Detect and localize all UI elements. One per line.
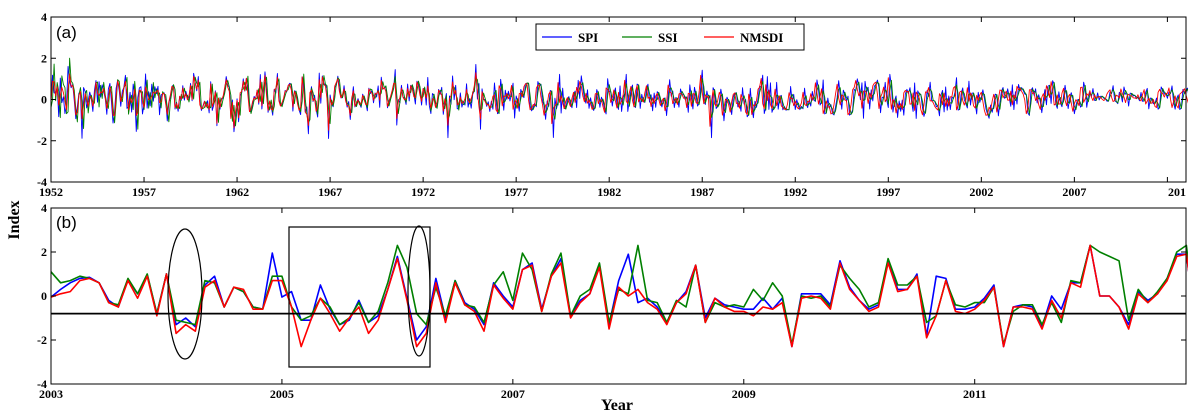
x-tick-label: 1952 (39, 185, 63, 199)
panel-b-series (50, 244, 1188, 348)
y-tick-label: -4 (37, 377, 47, 391)
y-tick-label: 0 (41, 93, 47, 107)
x-tick-label: 1957 (132, 185, 156, 199)
y-tick-label: 4 (41, 201, 47, 215)
x-tick-label: 2007 (501, 387, 525, 401)
legend-label-ssi: SSI (658, 30, 678, 45)
x-tick-label: 2002 (969, 185, 993, 199)
series-line-nmsdi (50, 72, 1188, 131)
series-line-ssi (50, 57, 1188, 130)
x-tick-label: 2005 (270, 387, 294, 401)
annotation-box-2005 (288, 226, 431, 368)
x-axis-title: Year (601, 397, 633, 414)
x-tick-label: 2003 (39, 387, 63, 401)
series-line-spi (50, 244, 1188, 348)
x-tick-label: 1967 (318, 185, 342, 199)
legend-label-spi: SPI (578, 30, 598, 45)
x-tick-label: 1987 (690, 185, 714, 199)
x-tick-label: 1977 (504, 185, 528, 199)
y-tick-label: -4 (37, 175, 47, 189)
x-tick-label: 2009 (732, 387, 756, 401)
panel-a-x-axis: 1952 1957 1962 1967 1972 1977 1982 1987 1992 1997… (39, 17, 1186, 199)
annotation-ellipse-2004 (167, 228, 203, 360)
x-tick-label: 1962 (225, 185, 249, 199)
y-tick-label: 4 (41, 10, 47, 24)
panel-a: -4 -2 0 2 4 1952 1957 1962 1967 1972 1977 1982 1987… (37, 10, 1188, 199)
x-tick-label: 2007 (1062, 185, 1086, 199)
panel-b-label: (b) (56, 213, 77, 232)
series-line-nmsdi (50, 244, 1188, 348)
x-tick-label: 2011 (963, 387, 986, 401)
legend: SPI SSI NMSDI (535, 23, 805, 51)
panel-a-series (50, 57, 1188, 139)
y-tick-label: 2 (41, 51, 47, 65)
legend-box (535, 23, 805, 51)
x-tick-label: 1997 (876, 185, 900, 199)
panel-a-y-axis: -4 -2 0 2 4 (37, 10, 1186, 189)
y-tick-label: -2 (37, 134, 47, 148)
annotation-ellipse-2006 (407, 225, 431, 357)
y-tick-label: -2 (37, 333, 47, 347)
y-tick-label: 2 (41, 245, 47, 259)
x-tick-label: 1972 (411, 185, 435, 199)
panel-b-x-axis: 2003 2005 2007 2009 2011 (39, 208, 986, 401)
x-tick-label: 1982 (597, 185, 621, 199)
panel-a-label: (a) (56, 23, 77, 42)
y-tick-label: 0 (41, 289, 47, 303)
x-tick-label: 1992 (783, 185, 807, 199)
y-axis-title: Index (6, 200, 23, 239)
legend-label-nmsdi: NMSDI (740, 30, 783, 45)
x-tick-label: 201 (1168, 185, 1186, 199)
series-line-ssi (50, 244, 1188, 346)
panel-b-y-axis: -4 -2 0 2 4 (37, 201, 1186, 391)
panel-b: -4 -2 0 2 4 2003 2005 2007 2009 2011 (b) (37, 201, 1188, 401)
